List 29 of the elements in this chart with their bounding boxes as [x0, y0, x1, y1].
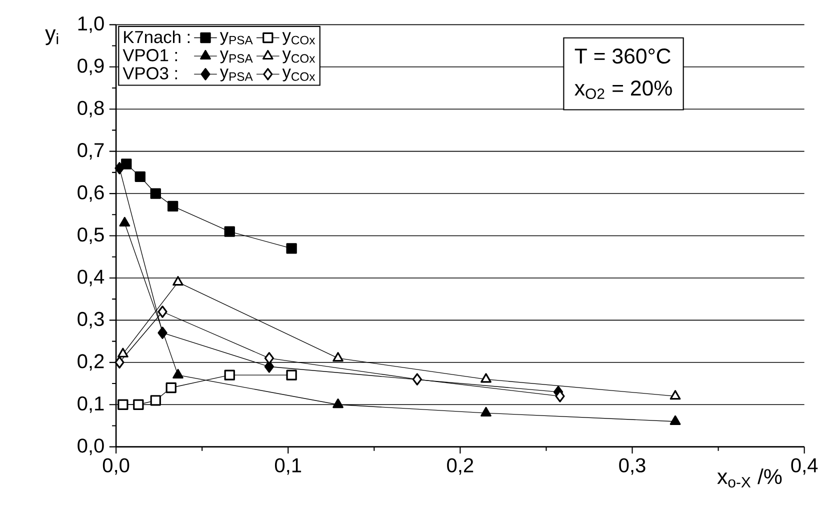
y-tick-label: 0,0 [78, 438, 104, 456]
y-tick-label: 0,6 [78, 185, 104, 202]
x-tick-label: 0,1 [274, 458, 302, 475]
x-tick-label: 0,4 [791, 458, 818, 475]
y-tick-label: 1,0 [78, 16, 104, 33]
annotation: T = 360°C [574, 48, 670, 64]
y-tick-label: 0,2 [78, 354, 104, 371]
annotation: x$_{O2}$ = 20% [574, 80, 672, 99]
legend-label: y$_{PSA}$ [220, 50, 253, 64]
annotation: VPO1 : [122, 48, 177, 62]
y-tick-label: 0,8 [78, 100, 104, 118]
y-tick-label: 0,9 [78, 58, 104, 76]
y-tick-label: 0,7 [78, 142, 104, 160]
x-axis-title: x$_{o-X}$ /% [717, 468, 782, 488]
x-tick-label: 0,0 [102, 458, 130, 475]
x-tick-label: 0,3 [619, 458, 646, 475]
legend-label: y$_{COx}$ [282, 68, 316, 82]
legend-label: y$_{COx}$ [282, 50, 316, 64]
y-tick-label: 0,1 [78, 396, 104, 413]
legend-label: y$_{PSA}$ [220, 68, 253, 82]
y-axis-title: y$_{i}$ [45, 29, 58, 45]
y-tick-label: 0,4 [78, 270, 104, 286]
annotation: K7nach : [124, 30, 190, 44]
annotation: VPO3 : [122, 67, 177, 80]
legend-label: y$_{COx}$ [282, 32, 316, 45]
x-tick-label: 0,2 [447, 458, 474, 475]
legend-label: y$_{PSA}$ [220, 32, 253, 45]
y-tick-label: 0,5 [78, 227, 104, 244]
y-tick-label: 0,3 [78, 312, 104, 328]
